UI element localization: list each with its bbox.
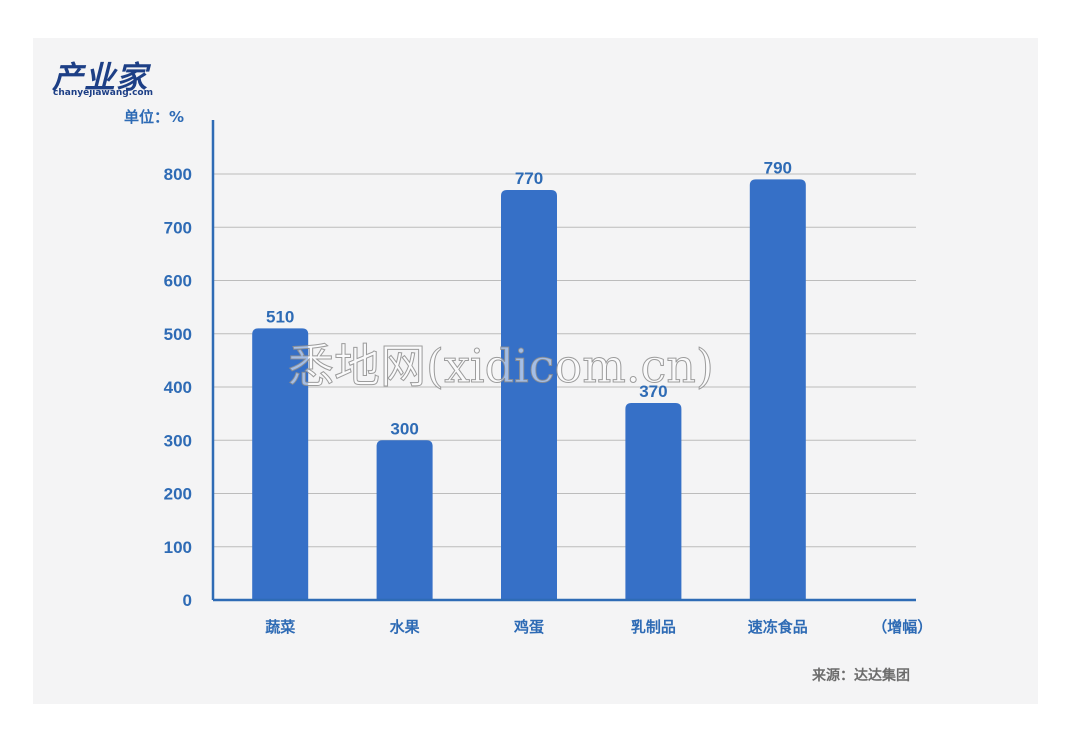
y-tick-label: 600	[164, 272, 192, 291]
logo-subtitle: chanyejiawang.com	[53, 88, 153, 98]
y-tick-label: 500	[164, 325, 192, 344]
bar	[749, 179, 806, 600]
y-tick-label: 0	[183, 591, 192, 610]
watermark: 悉地网(xidicom.cn)	[288, 339, 715, 394]
y-tick-label: 300	[164, 431, 192, 450]
y-tick-label: 100	[164, 538, 192, 557]
labels: 0 100 200 300 400 500 600 700 800 510 蔬菜 300 水果 770 鸡蛋…	[164, 158, 933, 636]
x-category-label: 速冻食品	[748, 618, 808, 636]
bar	[252, 328, 309, 600]
source-note: 来源：达达集团	[812, 668, 910, 684]
bar-value-label: 510	[266, 307, 294, 326]
y-tick-label: 800	[164, 165, 192, 184]
x-category-label: 水果	[390, 618, 421, 636]
bars	[252, 179, 806, 600]
bar-value-label: 370	[639, 382, 667, 401]
x-category-label: 乳制品	[631, 618, 676, 636]
bar	[625, 402, 682, 600]
bar-value-label: 770	[515, 169, 543, 188]
bar-value-label: 300	[390, 419, 418, 438]
x-category-label: 鸡蛋	[513, 618, 544, 636]
y-tick-label: 200	[164, 485, 192, 504]
x-category-label: （增幅）	[872, 618, 932, 636]
bar-value-label: 790	[764, 158, 792, 177]
y-tick-label: 400	[164, 378, 192, 397]
y-tick-label: 700	[164, 218, 192, 237]
unit-label: 单位：%	[124, 108, 185, 126]
logo-title: 产业家	[52, 60, 148, 96]
x-category-label: 蔬菜	[265, 618, 295, 636]
bar	[376, 440, 433, 600]
axes	[211, 120, 916, 602]
bar	[501, 189, 557, 600]
